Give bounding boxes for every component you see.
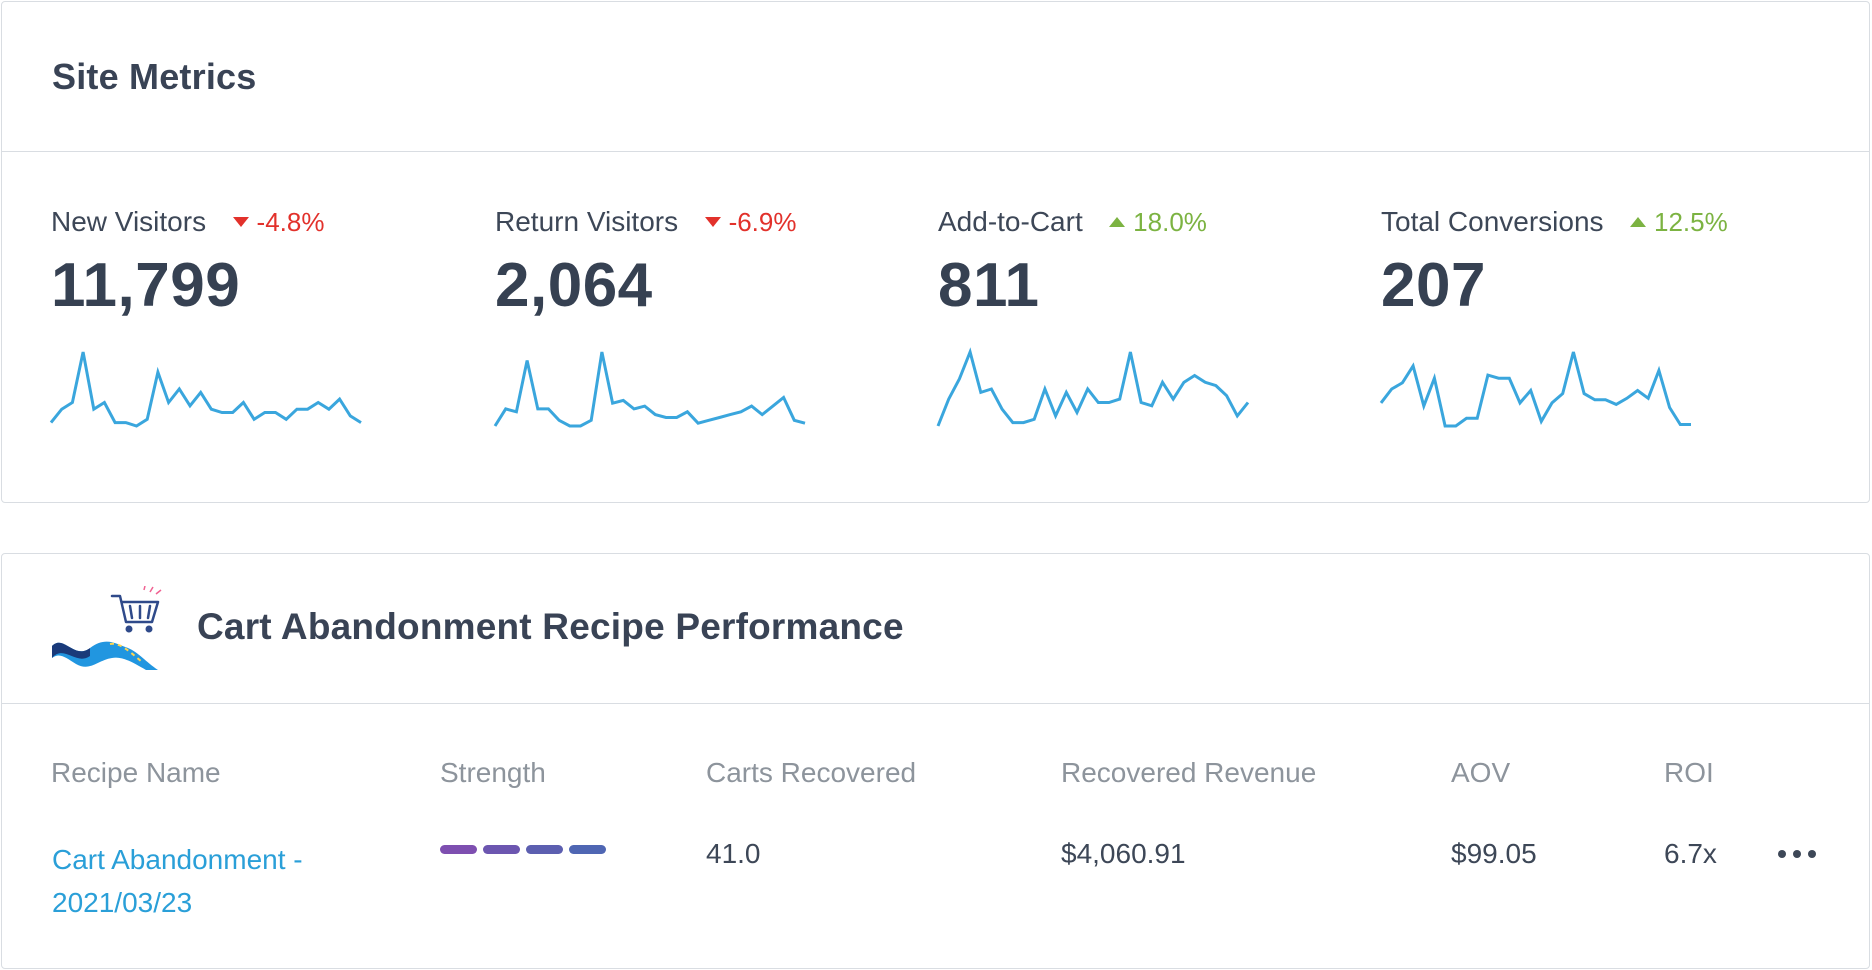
- metric-change-value: -6.9%: [728, 206, 797, 237]
- more-dot-icon: [1808, 850, 1816, 858]
- metric-total-conversions: Total Conversions 12.5% 207: [1379, 206, 1781, 428]
- more-dot-icon: [1793, 850, 1801, 858]
- arrow-up-icon: [1109, 216, 1126, 227]
- recipe-name-link[interactable]: Cart Abandonment - 2021/03/23: [52, 838, 352, 924]
- recovered-revenue-value: $4,060.91: [1061, 838, 1186, 869]
- recipe-performance-title: Cart Abandonment Recipe Performance: [197, 606, 904, 647]
- strength-segment: [569, 845, 606, 854]
- column-header-recipe-name[interactable]: Recipe Name: [51, 757, 221, 788]
- recipe-performance-card: Cart Abandonment Recipe Performance: [1, 553, 1870, 969]
- aov-value: $99.05: [1451, 838, 1537, 869]
- metric-label: Return Visitors: [495, 206, 679, 237]
- sparkline-chart: [936, 347, 1250, 427]
- strength-segment: [483, 845, 520, 854]
- sparkline-line: [49, 351, 362, 428]
- cart-abandonment-logo-icon: [52, 586, 162, 670]
- metric-change-badge: 18.0%: [1109, 207, 1207, 238]
- metric-change-value: 12.5%: [1654, 206, 1728, 237]
- arrow-down-icon: [232, 216, 249, 227]
- arrow-up-icon: [1630, 216, 1647, 227]
- column-header-strength[interactable]: Strength: [440, 757, 546, 788]
- metric-change-badge: -6.9%: [704, 206, 797, 238]
- metric-change-badge: 12.5%: [1630, 207, 1728, 238]
- roi-value: 6.7x: [1664, 838, 1717, 869]
- metric-value: 207: [1381, 251, 1486, 320]
- metric-add-to-cart: Add-to-Cart 18.0% 811: [936, 206, 1338, 427]
- column-header-recovered-revenue[interactable]: Recovered Revenue: [1061, 757, 1317, 788]
- metric-label: Total Conversions: [1381, 206, 1604, 237]
- recipe-name-line[interactable]: 2021/03/23: [52, 887, 193, 918]
- metric-new-visitors: New Visitors -4.8% 11,799: [49, 206, 451, 428]
- sparkline-chart: [49, 351, 362, 428]
- column-header-carts-recovered[interactable]: Carts Recovered: [706, 757, 917, 788]
- site-metrics-header: Site Metrics: [2, 2, 1869, 152]
- metric-change-value: 18.0%: [1133, 206, 1207, 237]
- metric-change-badge: -4.8%: [232, 206, 325, 238]
- metric-label: New Visitors: [51, 206, 207, 237]
- column-header-roi[interactable]: ROI: [1664, 757, 1714, 788]
- column-header-aov[interactable]: AOV: [1451, 757, 1511, 788]
- more-options-button[interactable]: [1778, 850, 1816, 858]
- metric-value: 2,064: [495, 251, 653, 320]
- metric-return-visitors: Return Visitors -6.9% 2,064: [493, 206, 895, 428]
- metric-label: Add-to-Cart: [938, 206, 1083, 237]
- recipe-name-line[interactable]: Cart Abandonment -: [52, 844, 303, 875]
- metric-change-value: -4.8%: [256, 206, 325, 237]
- sparkline-chart: [493, 351, 806, 428]
- arrow-down-icon: [704, 216, 721, 227]
- recipe-performance-header: Cart Abandonment Recipe Performance: [2, 554, 1869, 704]
- metric-value: 11,799: [51, 251, 241, 320]
- site-metrics-card: Site Metrics New Visitors -4.8% 11,799 R…: [1, 1, 1870, 503]
- metric-value: 811: [938, 251, 1040, 320]
- carts-recovered-value: 41.0: [706, 838, 761, 869]
- sparkline-line: [493, 351, 806, 428]
- more-dot-icon: [1778, 850, 1786, 858]
- sparkline-chart: [1379, 351, 1691, 428]
- sparkline-line: [936, 347, 1250, 427]
- strength-segment: [526, 845, 563, 854]
- strength-meter: [440, 845, 606, 854]
- strength-segment: [440, 845, 477, 854]
- site-metrics-title: Site Metrics: [52, 56, 257, 97]
- sparkline-line: [1379, 351, 1691, 428]
